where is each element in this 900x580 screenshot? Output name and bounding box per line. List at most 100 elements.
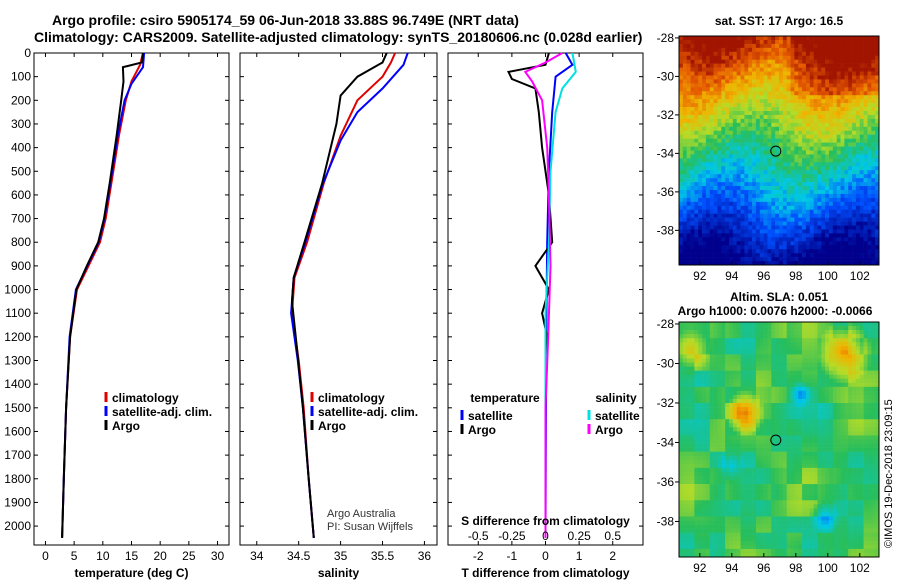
map-cell xyxy=(771,79,776,84)
map-cell xyxy=(725,162,730,167)
map-cell xyxy=(705,439,711,444)
map-cell xyxy=(798,209,803,214)
map-cell xyxy=(717,142,722,147)
map-cell xyxy=(748,366,753,371)
map-cell xyxy=(752,39,757,45)
map-cell xyxy=(725,186,730,191)
map-cell xyxy=(752,261,757,266)
map-cell xyxy=(767,423,772,428)
map-cell xyxy=(775,186,780,191)
map-cell xyxy=(867,386,872,392)
map-cell xyxy=(859,261,864,266)
map-cell xyxy=(832,59,837,64)
map-cell xyxy=(794,435,799,440)
map-cell xyxy=(763,166,768,171)
map-cell xyxy=(809,142,814,147)
map-cell xyxy=(817,79,822,84)
map-cell xyxy=(717,107,722,112)
map-cell xyxy=(736,431,741,436)
map-cell xyxy=(717,39,722,45)
map-cell xyxy=(690,407,695,412)
map-cell xyxy=(813,39,818,45)
map-cell xyxy=(744,415,749,420)
map-cell xyxy=(782,435,787,440)
map-cell xyxy=(848,407,853,412)
map-cell xyxy=(736,158,741,163)
map-cell xyxy=(821,249,826,254)
map-cell xyxy=(713,415,718,420)
map-cell xyxy=(779,346,784,351)
map-cell xyxy=(832,326,837,331)
map-cell xyxy=(829,126,834,132)
map-cell xyxy=(813,439,818,444)
map-cell xyxy=(817,451,822,457)
map-cell xyxy=(859,146,864,151)
map-cell xyxy=(682,253,687,258)
map-cell xyxy=(682,386,687,392)
map-cell xyxy=(725,170,730,175)
map-cell xyxy=(786,99,791,104)
map-cell xyxy=(817,447,822,452)
map-cell xyxy=(682,36,687,41)
map-cell xyxy=(752,36,757,41)
map-cell xyxy=(871,87,876,92)
map-cell xyxy=(682,193,687,199)
map-cell xyxy=(802,150,807,155)
map-cell xyxy=(682,326,687,331)
map-cell xyxy=(752,233,757,238)
map-cell xyxy=(840,174,845,179)
map-cell xyxy=(859,166,864,171)
map-cell xyxy=(767,427,772,432)
map-cell xyxy=(855,126,861,132)
map-cell xyxy=(790,111,795,116)
map-cell xyxy=(725,111,730,116)
map-cell xyxy=(863,67,868,72)
map-cell xyxy=(736,118,741,124)
map-cell xyxy=(875,43,880,49)
map-cell xyxy=(717,189,722,195)
map-cell xyxy=(821,39,826,45)
map-cell xyxy=(859,47,864,53)
map-cell xyxy=(821,170,826,175)
map-cell xyxy=(844,394,849,400)
map-cell xyxy=(767,261,772,266)
map-cell xyxy=(832,237,837,242)
map-cell xyxy=(813,415,818,420)
map-cell xyxy=(798,47,803,53)
map-cell xyxy=(752,411,757,416)
map-cell xyxy=(821,423,826,428)
map-cell xyxy=(679,419,684,424)
map-cell xyxy=(736,67,741,72)
map-cell xyxy=(713,358,718,363)
map-cell xyxy=(763,201,768,207)
map-cell xyxy=(748,63,753,68)
map-cell xyxy=(786,213,791,218)
map-cell xyxy=(786,386,791,392)
map-cell xyxy=(736,394,741,400)
map-cell xyxy=(840,326,845,331)
map-cell xyxy=(786,342,791,347)
map-cell xyxy=(802,43,807,49)
map-cell xyxy=(794,225,799,230)
map-cell xyxy=(844,350,849,355)
map-cell xyxy=(763,71,768,76)
map-cell xyxy=(748,362,753,367)
map-cell xyxy=(736,154,741,159)
map-cell xyxy=(852,390,857,396)
map-cell xyxy=(767,59,772,64)
map-cell xyxy=(744,166,749,171)
map-cell xyxy=(875,170,880,175)
map-cell xyxy=(682,87,687,92)
map-cell xyxy=(740,326,745,331)
map-cell xyxy=(705,103,711,108)
map-cell xyxy=(844,118,849,124)
map-cell xyxy=(740,87,745,92)
map-cell xyxy=(817,257,822,262)
map-cell xyxy=(875,111,880,116)
map-cell xyxy=(859,237,864,242)
map-cell xyxy=(821,107,826,112)
map-cell xyxy=(744,59,749,64)
map-cell xyxy=(725,79,730,84)
map-cell xyxy=(732,130,737,136)
map-cell xyxy=(875,370,880,375)
